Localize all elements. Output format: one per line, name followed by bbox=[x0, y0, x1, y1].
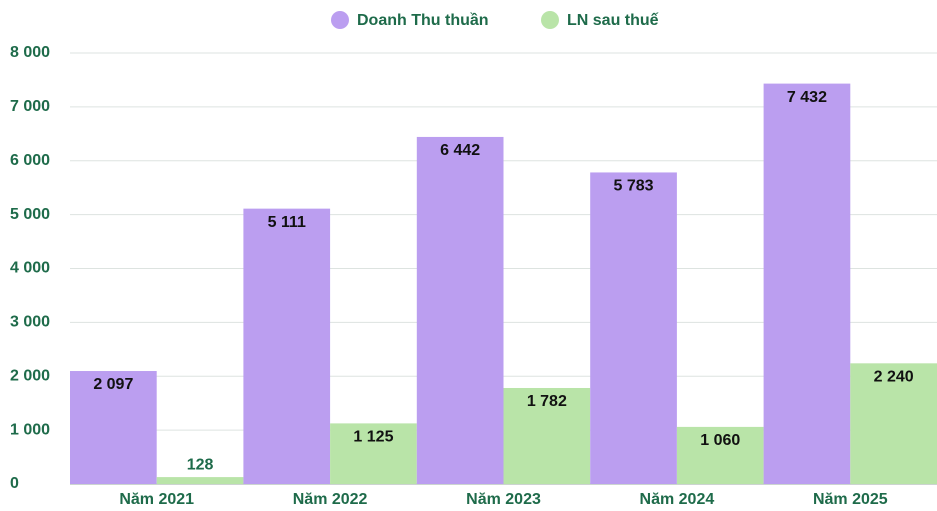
x-tick-label: Năm 2021 bbox=[119, 491, 194, 508]
y-tick-label: 5 000 bbox=[10, 206, 50, 223]
value-label: 2 097 bbox=[93, 376, 133, 393]
bar bbox=[416, 136, 504, 484]
y-tick-label: 8 000 bbox=[10, 44, 50, 61]
bar bbox=[243, 208, 331, 484]
y-tick-label: 4 000 bbox=[10, 260, 50, 277]
bar bbox=[70, 371, 157, 484]
x-tick-label: Năm 2022 bbox=[293, 491, 368, 508]
y-tick-label: 2 000 bbox=[10, 367, 50, 384]
value-label: 1 782 bbox=[527, 393, 567, 410]
value-label: 7 432 bbox=[787, 89, 827, 106]
bar bbox=[850, 363, 937, 484]
bar bbox=[763, 83, 851, 484]
legend-label: LN sau thuế bbox=[567, 12, 659, 29]
legend-label: Doanh Thu thuần bbox=[357, 12, 489, 29]
x-tick-label: Năm 2024 bbox=[640, 491, 715, 508]
x-tick-label: Năm 2023 bbox=[466, 491, 541, 508]
value-label: 2 240 bbox=[874, 369, 914, 386]
y-tick-label: 7 000 bbox=[10, 98, 50, 115]
value-label: 1 125 bbox=[353, 429, 393, 446]
y-tick-label: 0 bbox=[10, 475, 19, 492]
legend-marker bbox=[331, 11, 349, 29]
bar bbox=[503, 387, 591, 484]
bar bbox=[676, 426, 764, 484]
bar bbox=[330, 423, 417, 484]
bar bbox=[590, 172, 677, 485]
value-label: 128 bbox=[187, 456, 214, 473]
y-tick-label: 6 000 bbox=[10, 152, 50, 169]
y-tick-label: 3 000 bbox=[10, 314, 50, 331]
value-label: 6 442 bbox=[440, 142, 480, 159]
value-label: 5 111 bbox=[268, 214, 306, 231]
bar bbox=[156, 477, 244, 484]
legend-marker bbox=[541, 11, 559, 29]
x-tick-label: Năm 2025 bbox=[813, 491, 888, 508]
y-tick-label: 1 000 bbox=[10, 421, 50, 438]
value-label: 1 060 bbox=[700, 432, 740, 449]
value-label: 5 783 bbox=[614, 178, 654, 195]
